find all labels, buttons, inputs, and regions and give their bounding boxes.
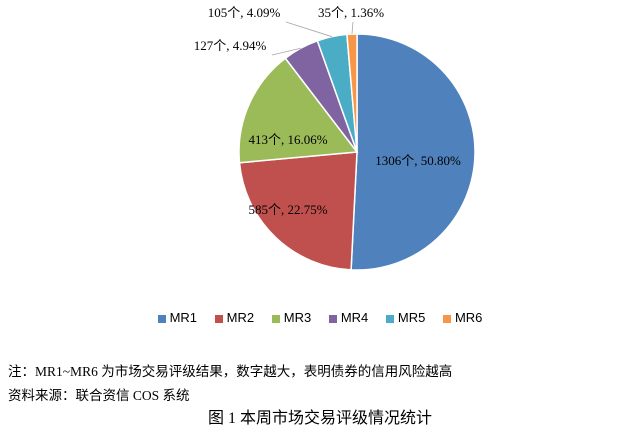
legend-swatch-mr5 <box>385 314 394 323</box>
leader-line-mr5 <box>285 21 333 38</box>
pie-slice-mr6 <box>346 33 358 153</box>
legend-item-mr1: MR1 <box>157 310 198 325</box>
pie-slice-mr3 <box>238 57 359 164</box>
legend-label-mr3: MR3 <box>283 310 312 325</box>
legend-swatch-mr2 <box>214 314 223 323</box>
legend-swatch-mr3 <box>271 314 280 323</box>
legend-item-mr3: MR3 <box>271 310 312 325</box>
legend-label-mr2: MR2 <box>226 310 255 325</box>
data-source-note: 资料来源：联合资信 COS 系统 <box>8 388 190 403</box>
data-label-mr3: 413个, 16.06% <box>248 132 327 147</box>
data-label-mr1: 1306个, 50.80% <box>375 153 461 168</box>
chart-legend: MR1 MR2 MR3 MR4 MR5 MR6 <box>0 310 640 325</box>
chart-note: 注：MR1~MR6 为市场交易评级结果，数字越大，表明债券的信用风险越高 <box>8 364 453 379</box>
leader-line-mr4 <box>271 47 301 56</box>
legend-item-mr6: MR6 <box>442 310 483 325</box>
data-label-mr2: 585个, 22.75% <box>248 202 327 217</box>
legend-swatch-mr6 <box>442 314 451 323</box>
pie-slice-mr2 <box>238 151 358 271</box>
legend-label-mr1: MR1 <box>169 310 198 325</box>
legend-item-mr2: MR2 <box>214 310 255 325</box>
figure-caption: 图 1 本周市场交易评级情况统计 <box>207 410 432 427</box>
legend-label-mr5: MR5 <box>397 310 426 325</box>
legend-label-mr4: MR4 <box>340 310 369 325</box>
data-label-mr5: 105个, 4.09% <box>208 5 281 20</box>
legend-label-mr6: MR6 <box>454 310 483 325</box>
pie-chart: 1306个, 50.80% 585个, 22.75% 413个, 16.06% 127… <box>194 5 476 271</box>
legend-item-mr5: MR5 <box>385 310 426 325</box>
data-label-mr6: 35个, 1.36% <box>318 5 384 20</box>
leader-line-mr6 <box>351 21 354 35</box>
data-label-mr4: 127个, 4.94% <box>194 38 267 53</box>
pie-slice-mr1 <box>350 33 476 271</box>
legend-swatch-mr1 <box>157 314 166 323</box>
legend-item-mr4: MR4 <box>328 310 369 325</box>
legend-swatch-mr4 <box>328 314 337 323</box>
